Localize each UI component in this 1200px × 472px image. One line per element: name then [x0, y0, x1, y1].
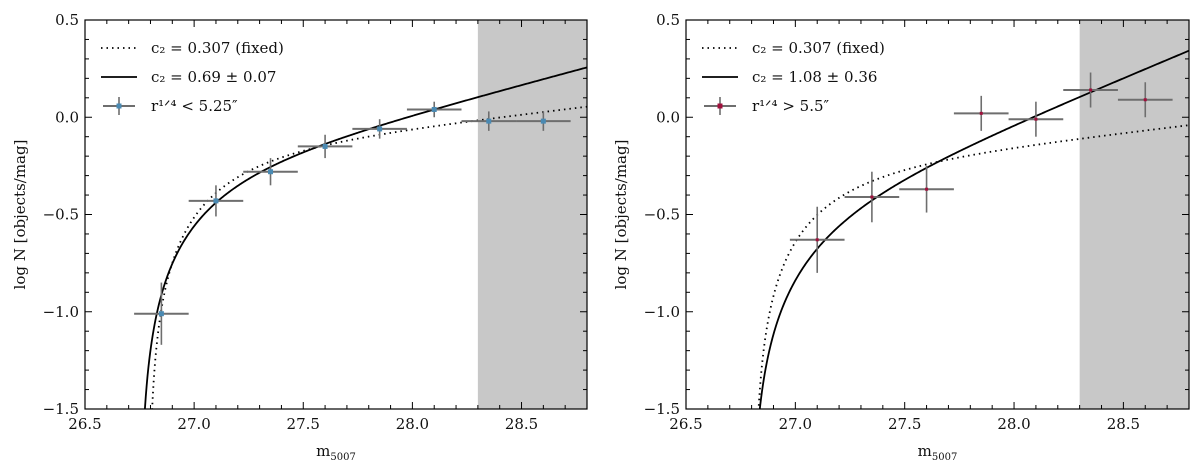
x-axis-label-subscript: 5007 — [932, 452, 957, 463]
y-axis-label: log N [objects/mag] — [11, 140, 29, 290]
y-tick-label: −1.0 — [43, 303, 79, 321]
x-tick-label: 26.5 — [68, 415, 101, 433]
point-marker — [540, 118, 546, 124]
legend-label: c₂ = 0.307 (fixed) — [752, 39, 885, 57]
x-tick-label: 27.0 — [779, 415, 812, 433]
model-curve-solid — [758, 49, 1189, 409]
x-tick-label: 27.0 — [177, 415, 210, 433]
plot-panel-2: −1.5 −1.0 −0.5 0.0 0.5 26.5 27.0 27.5 28.0 28.5 m5… — [612, 11, 1190, 463]
x-axis-label: m5007 — [316, 442, 356, 463]
legend-label: r¹ᐟ⁴ > 5.5″ — [752, 97, 830, 115]
data-point — [134, 282, 189, 345]
y-tick-label: 0.0 — [55, 108, 79, 126]
x-tick-label: 27.5 — [888, 415, 921, 433]
shaded-region — [477, 20, 587, 409]
y-tick-label: −1.5 — [644, 400, 680, 418]
legend-swatch-marker — [717, 103, 723, 109]
x-tick-label: 26.5 — [669, 415, 702, 433]
plot-panel-1: −1.5 −1.0 −0.5 0.0 0.5 26.5 27.0 27.5 28.0 28.5 m5… — [11, 11, 588, 463]
x-tick-label: 28.5 — [1107, 415, 1140, 433]
legend-swatch-marker — [116, 103, 122, 109]
point-marker — [268, 169, 274, 175]
y-tick-label: −1.0 — [644, 303, 680, 321]
plot-area — [134, 20, 587, 409]
point-marker — [1143, 98, 1147, 102]
data-point — [188, 185, 244, 217]
data-point — [789, 206, 845, 273]
data-point — [1117, 82, 1173, 118]
y-tick-label: 0.0 — [656, 108, 680, 126]
y-tick-label: 0.5 — [55, 11, 79, 29]
y-axis-label: log N [objects/mag] — [612, 140, 630, 290]
point-marker — [486, 118, 492, 124]
data-point — [352, 119, 407, 139]
x-tick-label: 28.0 — [396, 415, 429, 433]
x-axis-label-subscript: 5007 — [330, 452, 355, 463]
x-axis-label: m5007 — [918, 442, 958, 463]
data-point — [1063, 72, 1118, 108]
data-point — [297, 134, 353, 159]
y-tick-label: −1.5 — [43, 400, 79, 418]
point-marker — [1089, 88, 1093, 92]
y-tick-label: −0.5 — [644, 206, 680, 224]
legend-label: r¹ᐟ⁴ < 5.25″ — [151, 97, 238, 115]
legend-label: c₂ = 0.69 ± 0.07 — [151, 68, 276, 86]
data-point — [899, 165, 954, 213]
shaded-region — [1079, 20, 1189, 409]
x-axis-label-main: m — [316, 442, 330, 460]
data-point — [243, 158, 298, 186]
point-marker — [1034, 117, 1038, 121]
legend: c₂ = 0.307 (fixed) c₂ = 0.69 ± 0.07 r¹ᐟ⁴ <… — [101, 39, 284, 115]
x-axis-label-main: m — [918, 442, 932, 460]
legend-label: c₂ = 1.08 ± 0.36 — [752, 68, 877, 86]
point-marker — [431, 106, 437, 112]
point-marker — [322, 143, 328, 149]
y-tick-label: 0.5 — [656, 11, 680, 29]
plot-area — [757, 20, 1189, 409]
data-point — [953, 95, 1009, 131]
y-tick-label: −0.5 — [43, 206, 79, 224]
legend-label: c₂ = 0.307 (fixed) — [151, 39, 284, 57]
data-point — [461, 111, 517, 131]
point-marker — [815, 238, 819, 242]
point-marker — [213, 198, 219, 204]
data-point — [406, 101, 462, 118]
point-marker — [979, 111, 983, 115]
model-curve-dotted — [151, 105, 587, 409]
point-marker — [925, 187, 929, 191]
point-marker — [870, 195, 874, 199]
data-point — [516, 111, 571, 131]
point-marker — [158, 311, 164, 317]
data-point — [1008, 101, 1064, 137]
data-point — [844, 171, 900, 223]
point-marker — [377, 126, 383, 132]
model-curve-dotted — [757, 124, 1189, 409]
x-tick-label: 27.5 — [287, 415, 320, 433]
x-tick-label: 28.5 — [505, 415, 538, 433]
legend: c₂ = 0.307 (fixed) c₂ = 1.08 ± 0.36 r¹ᐟ⁴ >… — [702, 39, 885, 115]
x-tick-label: 28.0 — [997, 415, 1030, 433]
